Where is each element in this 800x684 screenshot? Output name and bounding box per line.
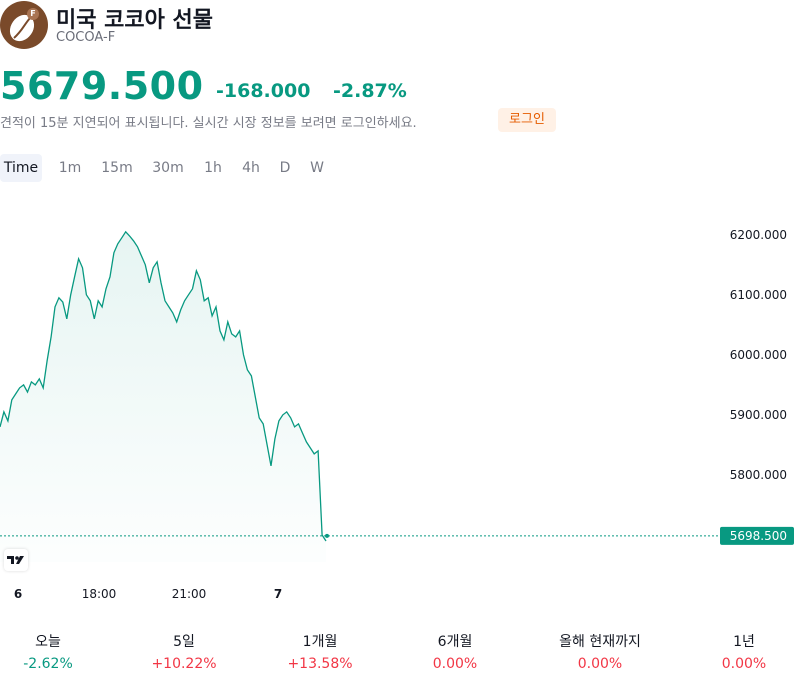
perf-today[interactable]: 오늘 -2.62% [0, 632, 113, 674]
cocoa-bean-icon [9, 14, 35, 42]
perf-label: 올해 현재까지 [559, 634, 641, 650]
price-row: 5679.500 -168.000 -2.87% [0, 64, 800, 108]
delay-notice: 견적이 15분 지연되어 표시됩니다. 실시간 시장 정보를 보려면 로그인하세… [0, 108, 800, 134]
symbol-ticker: COCOA-F [56, 30, 116, 45]
perf-label: 5일 [173, 634, 195, 650]
perf-value: +13.58% [287, 656, 353, 672]
perf-1y[interactable]: 1년 0.00% [679, 632, 800, 674]
tab-d[interactable]: D [279, 160, 291, 176]
perf-value: 0.00% [577, 656, 623, 672]
price-area [0, 231, 326, 563]
y-tick-label: 6100.000 [730, 288, 787, 302]
login-button[interactable]: 로그인 [498, 108, 556, 132]
futures-badge: F [27, 8, 39, 20]
delay-text: 견적이 15분 지연되어 표시됩니다. 실시간 시장 정보를 보려면 로그인하세… [0, 116, 417, 131]
tab-1h[interactable]: 1h [204, 160, 222, 176]
timeframe-tabs: Time 1m 15m 30m 1h 4h D W [0, 154, 400, 182]
price-line [0, 230, 327, 542]
price-change: -168.000 [216, 80, 311, 102]
perf-value: 0.00% [721, 656, 767, 672]
last-price-dot [325, 533, 329, 538]
perf-5d[interactable]: 5일 +10.22% [119, 632, 249, 674]
perf-ytd[interactable]: 올해 현재까지 0.00% [535, 632, 665, 674]
x-tick-label: 21:00 [172, 587, 207, 601]
cocoa-logo: F [0, 1, 48, 49]
price-chart-svg: 6200.000 6100.000 6000.000 5900.000 5800.000… [0, 228, 794, 601]
performance-row: 오늘 -2.62% 5일 +10.22% 1개월 +13.58% 6개월 0.0… [0, 632, 800, 682]
y-tick-label: 5800.000 [730, 468, 787, 482]
perf-value: +10.22% [151, 656, 217, 672]
symbol-title: 미국 코코아 선물 [56, 8, 213, 33]
tab-time[interactable]: Time [0, 154, 42, 182]
y-tick-label: 5900.000 [730, 408, 787, 422]
perf-label: 오늘 [35, 634, 61, 650]
perf-value: 0.00% [432, 656, 478, 672]
perf-1m[interactable]: 1개월 +13.58% [255, 632, 385, 674]
x-tick-label: 7 [274, 587, 282, 601]
tab-15m[interactable]: 15m [101, 160, 133, 176]
perf-6m[interactable]: 6개월 0.00% [390, 632, 520, 674]
perf-label: 1년 [733, 634, 755, 650]
tradingview-icon [7, 556, 24, 564]
tab-4h[interactable]: 4h [242, 160, 260, 176]
perf-label: 1개월 [302, 634, 338, 650]
x-tick-label: 6 [14, 587, 22, 601]
last-price-badge [720, 526, 794, 545]
last-price-label: 5698.500 [730, 529, 787, 543]
perf-label: 6개월 [437, 634, 473, 650]
tab-1m[interactable]: 1m [58, 160, 82, 176]
y-tick-label: 6000.000 [730, 348, 787, 362]
perf-value: -2.62% [23, 656, 73, 672]
symbol-header: F 미국 코코아 선물 COCOA-F [0, 0, 800, 50]
price-change-percent: -2.87% [333, 80, 407, 102]
tab-w[interactable]: W [310, 160, 324, 176]
tab-30m[interactable]: 30m [152, 160, 184, 176]
tradingview-logo[interactable] [4, 549, 28, 571]
y-tick-label: 6200.000 [730, 228, 787, 242]
x-tick-label: 18:00 [82, 587, 117, 601]
last-price: 5679.500 [0, 64, 204, 108]
price-chart[interactable]: 6200.000 6100.000 6000.000 5900.000 5800.000… [0, 190, 800, 610]
